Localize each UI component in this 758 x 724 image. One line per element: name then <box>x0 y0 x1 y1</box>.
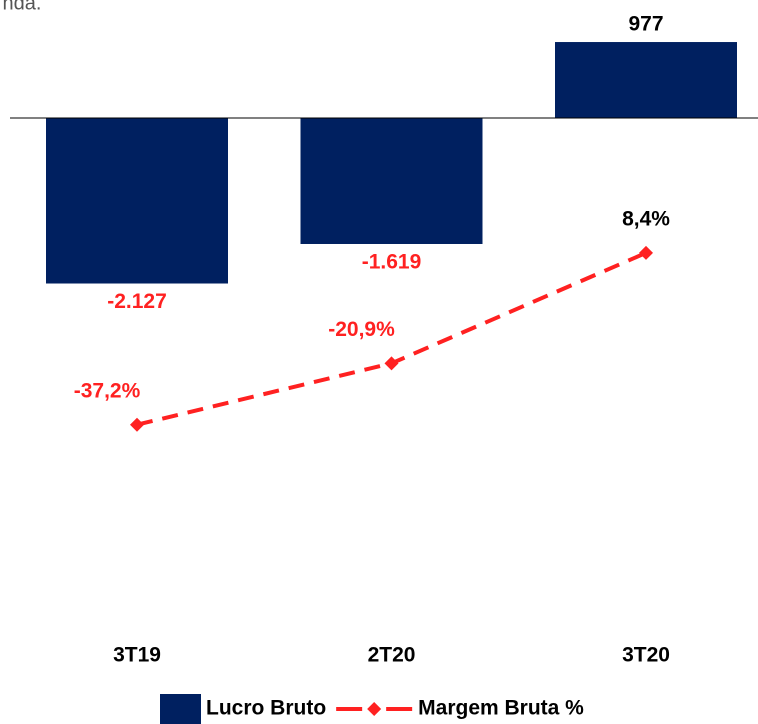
line-marker <box>639 245 653 260</box>
bar <box>300 118 483 244</box>
data-label: -1.619 <box>362 251 422 274</box>
x-tick-label: 3T19 <box>113 644 161 667</box>
legend: Lucro Bruto Margem Bruta % <box>160 694 584 724</box>
legend-label: Margem Bruta % <box>418 697 584 720</box>
data-label: 977 <box>628 13 663 36</box>
legend-marker <box>367 702 382 716</box>
line-marker <box>130 417 144 432</box>
data-label: -2.127 <box>107 290 167 313</box>
chart-title: nda. <box>3 0 42 14</box>
legend-swatch <box>160 694 201 724</box>
line-marker <box>384 356 399 371</box>
data-label: -37,2% <box>74 379 141 402</box>
bar <box>555 42 737 119</box>
x-tick-label: 2T20 <box>368 644 416 667</box>
plot-area: -2.127 -1.619 977 -37,2% -20,9% 8,4% <box>10 13 758 432</box>
data-label: 8,4% <box>622 207 670 230</box>
legend-label: Lucro Bruto <box>206 697 326 720</box>
data-label: -20,9% <box>328 318 395 341</box>
x-tick-label: 3T20 <box>622 644 670 667</box>
bar <box>46 118 228 284</box>
